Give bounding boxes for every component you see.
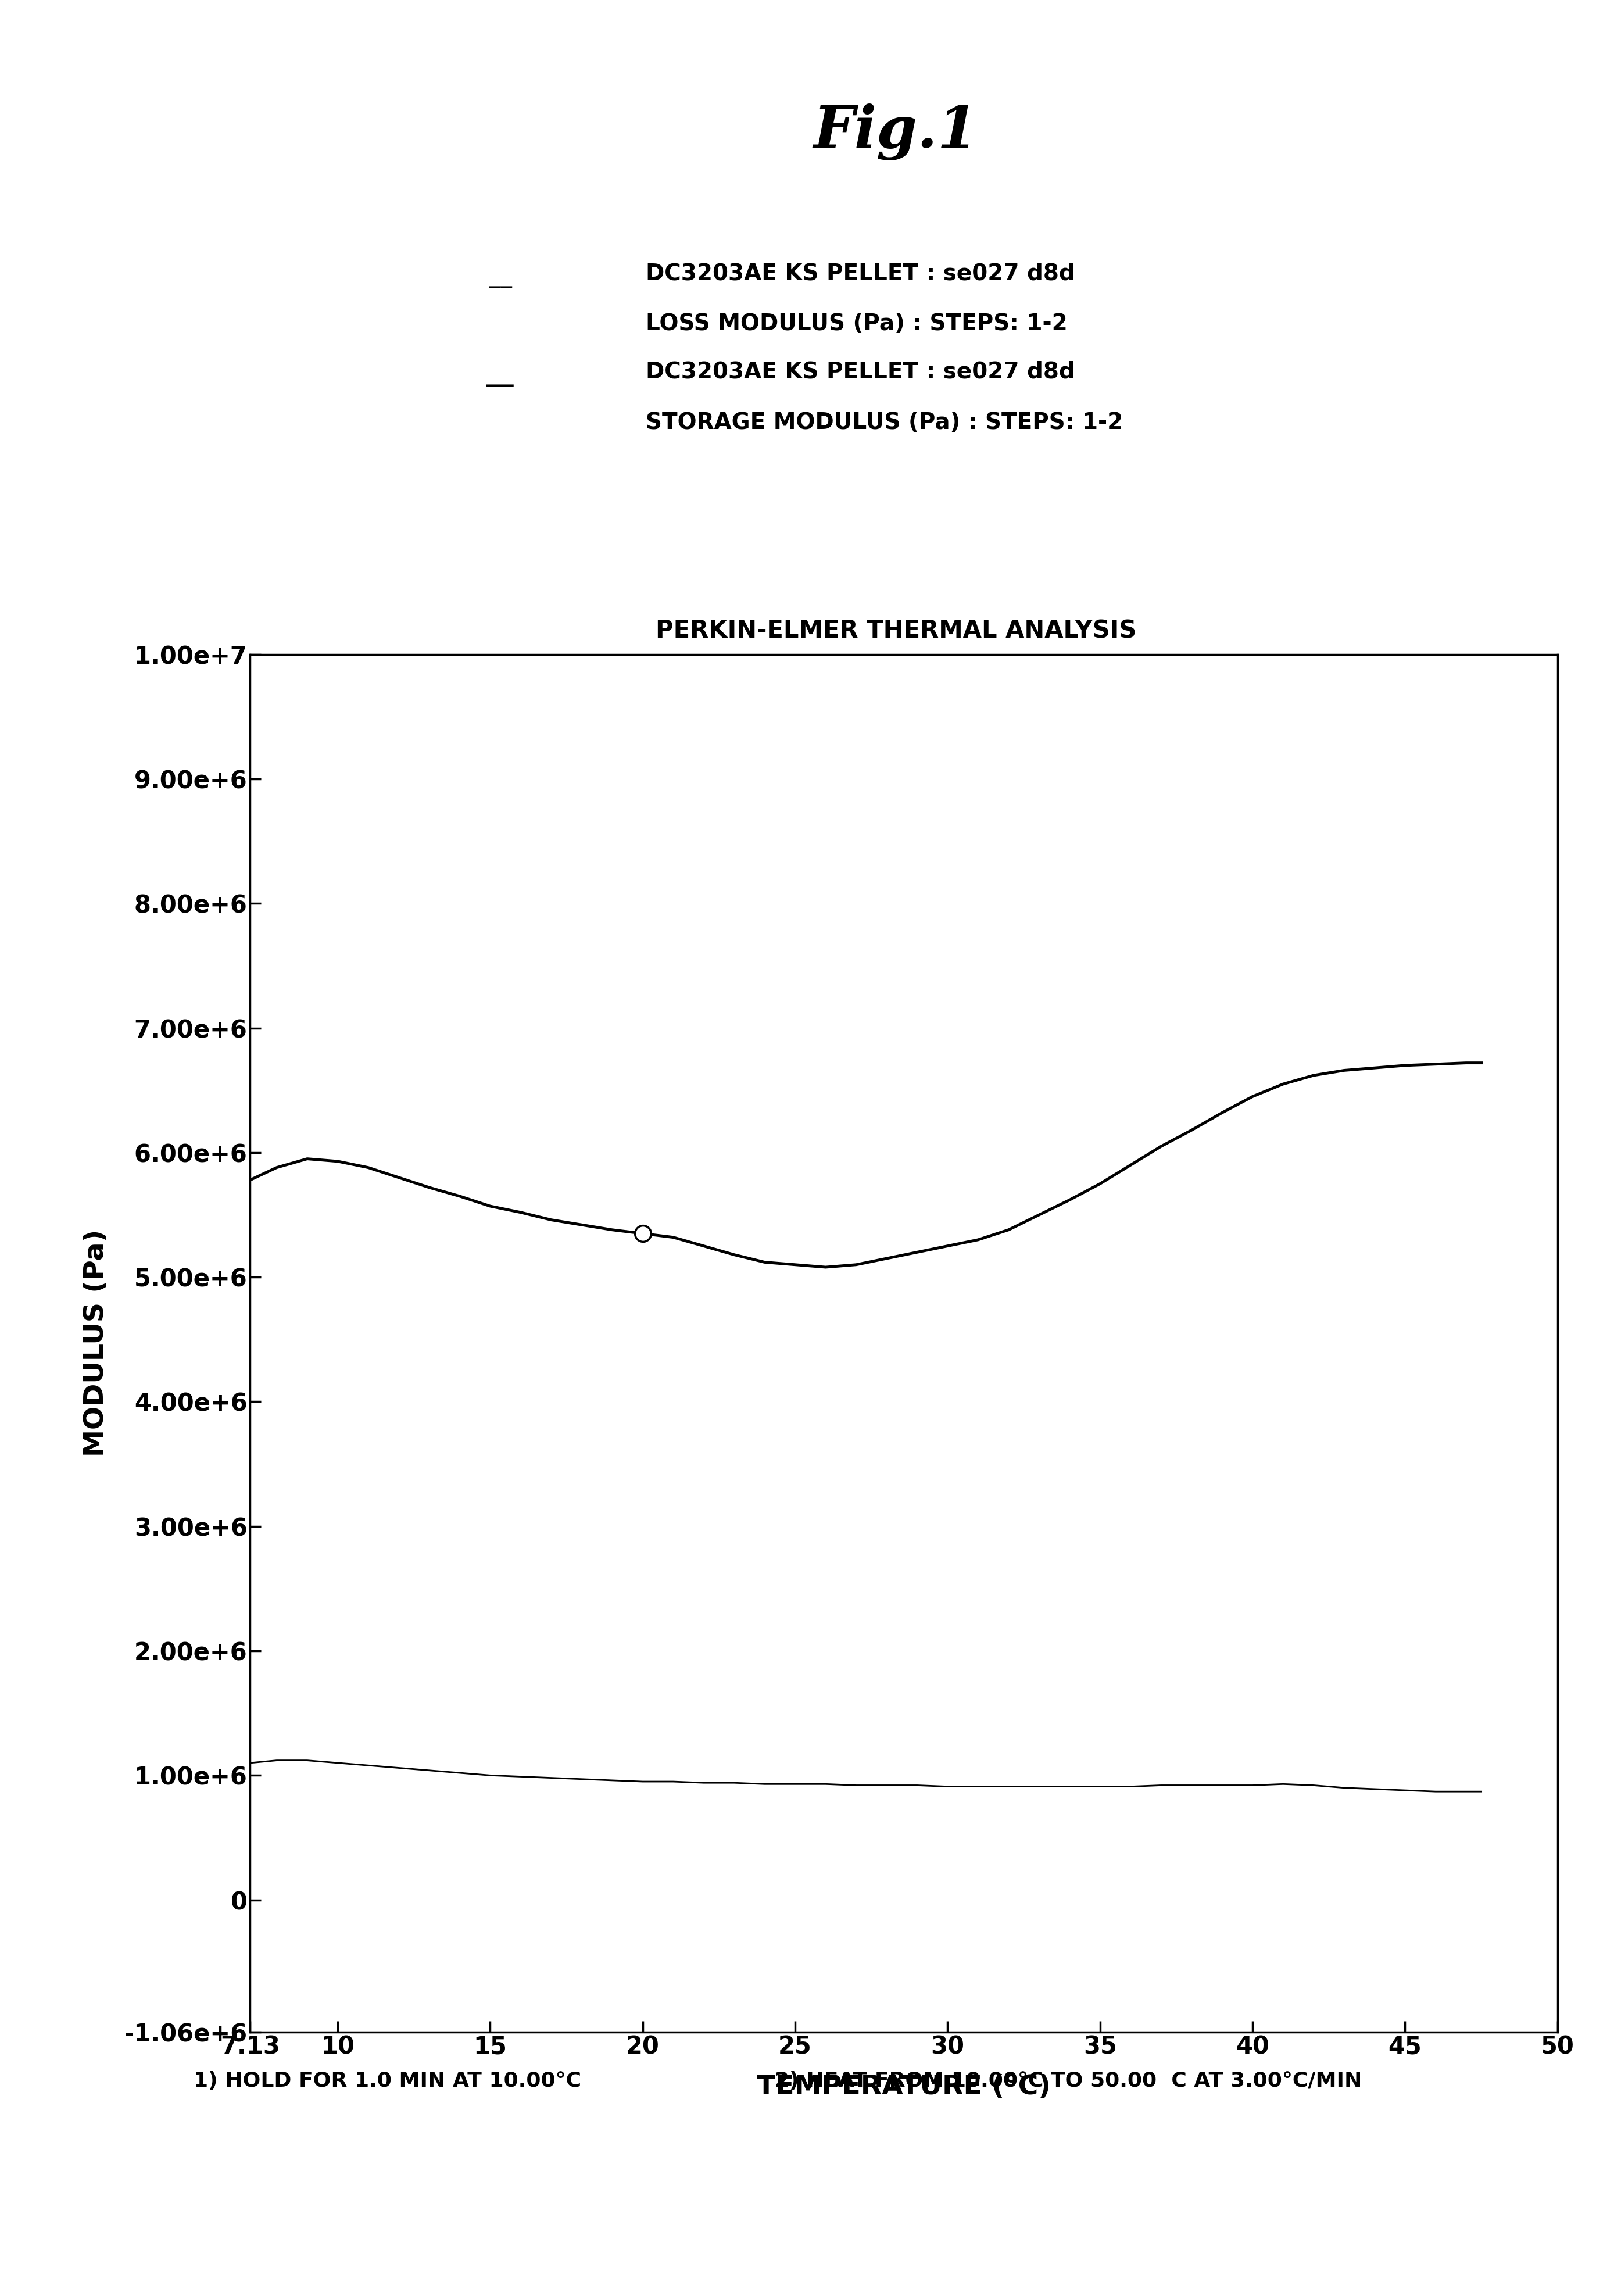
- Text: ——: ——: [489, 278, 512, 296]
- Text: STORAGE MODULUS (Pa) : STEPS: 1-2: STORAGE MODULUS (Pa) : STEPS: 1-2: [646, 411, 1123, 434]
- X-axis label: TEMPERATURE (°C): TEMPERATURE (°C): [757, 2073, 1051, 2101]
- Text: ——: ——: [487, 374, 513, 397]
- Text: 2) HEAT FROM 10.00°C TO 50.00  C AT 3.00°C/MIN: 2) HEAT FROM 10.00°C TO 50.00 C AT 3.00°…: [775, 2071, 1362, 2092]
- Text: Fig.1: Fig.1: [813, 103, 978, 161]
- Text: PERKIN-ELMER THERMAL ANALYSIS: PERKIN-ELMER THERMAL ANALYSIS: [655, 618, 1136, 643]
- Y-axis label: MODULUS (Pa): MODULUS (Pa): [84, 1228, 110, 1458]
- Text: LOSS MODULUS (Pa) : STEPS: 1-2: LOSS MODULUS (Pa) : STEPS: 1-2: [646, 312, 1067, 335]
- Text: DC3203AE KS PELLET : se027 d8d: DC3203AE KS PELLET : se027 d8d: [646, 262, 1075, 285]
- Text: 1) HOLD FOR 1.0 MIN AT 10.00°C: 1) HOLD FOR 1.0 MIN AT 10.00°C: [194, 2071, 581, 2092]
- Text: DC3203AE KS PELLET : se027 d8d: DC3203AE KS PELLET : se027 d8d: [646, 360, 1075, 383]
